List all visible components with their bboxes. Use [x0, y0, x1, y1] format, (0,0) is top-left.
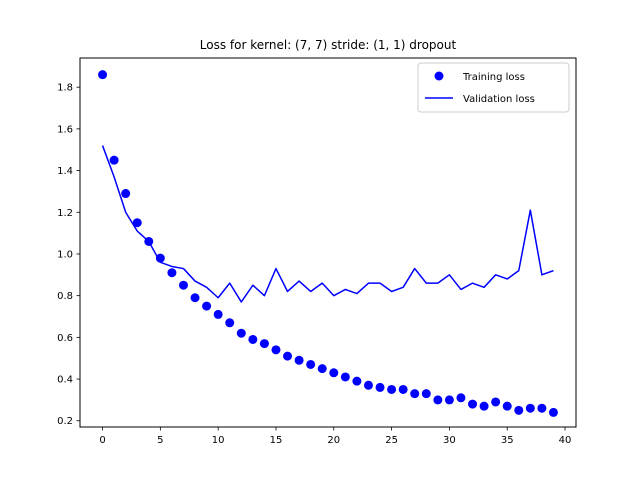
- y-tick-label: 0.6: [57, 333, 73, 344]
- y-tick-label: 0.8: [57, 291, 73, 302]
- training-loss-point: [468, 399, 478, 409]
- x-tick-label: 15: [270, 435, 283, 446]
- training-loss-point: [456, 393, 466, 403]
- training-loss-point: [98, 70, 108, 80]
- x-tick-label: 35: [501, 435, 514, 446]
- training-loss-point: [502, 401, 512, 411]
- y-tick-label: 0.2: [57, 416, 73, 427]
- training-loss-point: [444, 395, 454, 405]
- y-tick-label: 1.8: [57, 83, 73, 94]
- training-loss-point: [479, 401, 489, 411]
- training-loss-point: [178, 280, 188, 290]
- training-loss-point: [236, 328, 246, 338]
- x-tick-label: 30: [443, 435, 456, 446]
- y-tick-label: 1.0: [57, 249, 73, 260]
- training-loss-point: [352, 376, 362, 386]
- training-loss-point: [283, 351, 293, 361]
- training-loss-point: [317, 364, 327, 374]
- y-tick-label: 1.6: [57, 124, 73, 135]
- training-loss-point: [491, 397, 501, 407]
- plot-area: [98, 70, 558, 417]
- training-loss-point: [306, 359, 316, 369]
- training-loss-point: [167, 268, 177, 278]
- training-loss-point: [294, 355, 304, 365]
- training-loss-point: [121, 189, 131, 199]
- y-tick-label: 1.2: [57, 208, 73, 219]
- training-loss-point: [525, 403, 535, 413]
- training-loss-point: [132, 218, 142, 228]
- legend: Training loss Validation loss: [417, 62, 570, 113]
- training-loss-point: [190, 293, 200, 303]
- training-loss-point: [144, 236, 154, 246]
- legend-training-marker: [434, 71, 444, 81]
- training-loss-point: [225, 318, 235, 328]
- x-tick-label: 40: [559, 435, 572, 446]
- training-loss-point: [202, 301, 212, 311]
- x-axis: 0 5 10 15 20 25 30 35 40: [99, 427, 571, 446]
- x-tick-label: 10: [212, 435, 225, 446]
- axes-frame: [79, 57, 577, 428]
- training-loss-point: [410, 389, 420, 399]
- validation-loss-line: [101, 145, 554, 303]
- training-loss-point: [248, 334, 258, 344]
- y-tick-label: 1.4: [57, 166, 73, 177]
- training-loss-point: [387, 384, 397, 394]
- legend-training-label: Training loss: [462, 72, 525, 83]
- x-tick-label: 5: [157, 435, 163, 446]
- training-loss-point: [271, 345, 281, 355]
- x-tick-label: 0: [99, 435, 105, 446]
- y-axis: 0.2 0.4 0.6 0.8 1.0 1.2 1.4 1.6 1.8: [57, 83, 80, 427]
- training-loss-point: [537, 403, 547, 413]
- training-loss-point: [340, 372, 350, 382]
- training-loss-point: [375, 382, 385, 392]
- training-loss-point: [259, 339, 269, 349]
- training-loss-point: [421, 389, 431, 399]
- x-tick-label: 20: [327, 435, 340, 446]
- training-loss-point: [213, 309, 223, 319]
- legend-validation-label: Validation loss: [463, 94, 535, 105]
- legend-box: [417, 62, 570, 113]
- training-loss-point: [155, 253, 165, 263]
- training-loss-point: [363, 380, 373, 390]
- training-loss-point: [109, 155, 119, 165]
- training-loss-point: [514, 405, 524, 415]
- training-loss-point: [548, 407, 558, 417]
- y-tick-label: 0.4: [57, 375, 73, 386]
- chart-title: Loss for kernel: (7, 7) stride: (1, 1) d…: [200, 38, 457, 52]
- training-loss-point: [329, 368, 339, 378]
- x-tick-label: 25: [385, 435, 398, 446]
- training-loss-point: [398, 384, 408, 394]
- training-loss-point: [433, 395, 443, 405]
